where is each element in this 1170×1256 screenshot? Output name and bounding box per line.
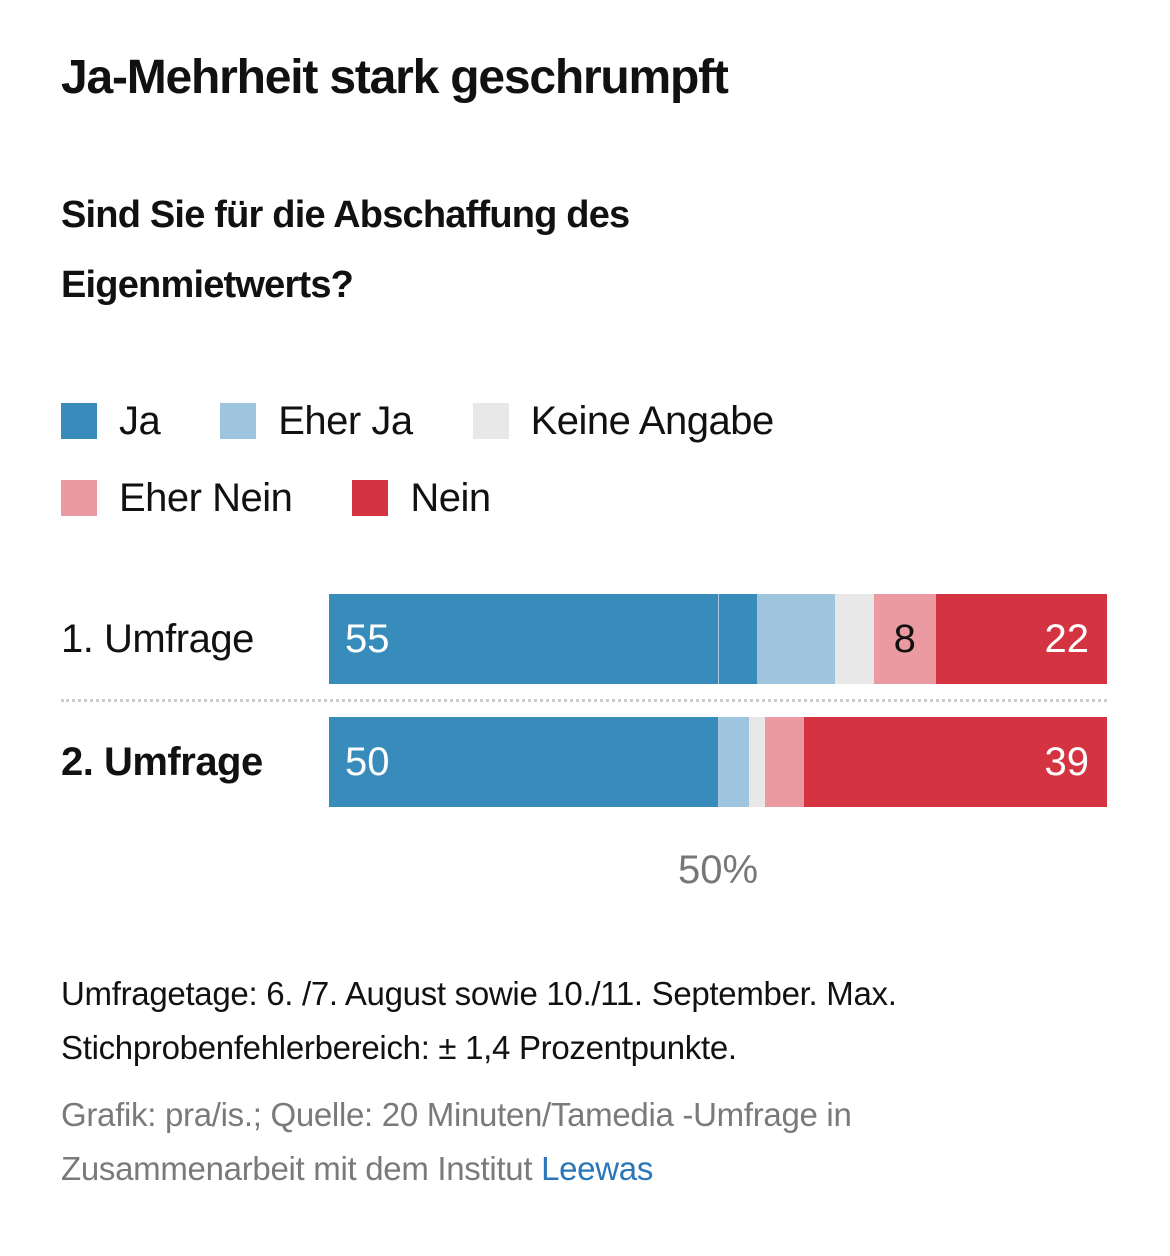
bar-segment-eher-ja: [718, 717, 750, 807]
bar-segment-ja: 50: [329, 717, 718, 807]
legend-item-nein: Nein: [352, 472, 491, 524]
bar-value-label: 8: [893, 617, 916, 661]
legend-item-keine-angabe: Keine Angabe: [472, 395, 775, 447]
bar-value-label: 39: [1044, 740, 1089, 784]
row-label-umfrage-1: 1. Umfrage: [61, 617, 254, 661]
reference-line-50: [718, 594, 719, 684]
bar-value-label: 55: [345, 617, 390, 661]
legend-label-ja: Ja: [119, 399, 161, 443]
bar-segment-eher-nein: [764, 717, 804, 807]
legend-item-ja: Ja: [61, 395, 161, 447]
chart-title: Ja-Mehrheit stark geschrumpft: [61, 51, 729, 104]
legend-label-eher-nein: Eher Nein: [119, 476, 293, 520]
legend-swatch-nein: [352, 480, 389, 516]
bar-segment-keine-angabe: [834, 594, 874, 684]
source-link-leewas[interactable]: Leewas: [541, 1150, 654, 1187]
bar-segment-keine-angabe: [749, 717, 765, 807]
legend-row: Ja Eher Ja Keine Angabe: [61, 395, 961, 447]
source-text: Grafik: pra/is.; Quelle: 20 Minuten/Tame…: [61, 1096, 852, 1187]
legend-swatch-eher-nein: [61, 480, 97, 516]
survey-note: Umfragetage: 6. /7. August sowie 10./11.…: [61, 975, 897, 1066]
legend-swatch-keine-angabe: [472, 403, 509, 439]
legend-item-eher-ja: Eher Ja: [220, 395, 413, 447]
chart-subtitle: Sind Sie für die Abschaffung des Eigenmi…: [61, 194, 630, 306]
bar-segment-eher-ja: [756, 594, 835, 684]
legend-item-eher-nein: Eher Nein: [61, 472, 293, 524]
row-divider: [61, 699, 1107, 702]
legend-swatch-eher-ja: [220, 403, 257, 439]
bar-segment-nein: 39: [803, 717, 1107, 807]
bar-value-label: 50: [345, 740, 390, 784]
legend-swatch-ja: [61, 403, 97, 439]
source-note: Grafik: pra/is.; Quelle: 20 Minuten/Tame…: [61, 1088, 1101, 1196]
bar-umfrage-2: 50 39: [329, 717, 1107, 807]
bar-segment-nein: 22: [935, 594, 1107, 684]
legend: Ja Eher Ja Keine Angabe Eher Nein Nein: [61, 395, 961, 549]
legend-row: Eher Nein Nein: [61, 472, 961, 524]
legend-label-eher-ja: Eher Ja: [278, 399, 413, 443]
legend-label-keine-angabe: Keine Angabe: [530, 399, 775, 443]
row-label-umfrage-2: 2. Umfrage: [61, 740, 263, 784]
bar-value-label: 22: [1044, 617, 1089, 661]
legend-label-nein: Nein: [410, 476, 491, 520]
bar-segment-ja: 55: [329, 594, 757, 684]
bar-segment-eher-nein: 8: [873, 594, 936, 684]
reference-line-label: 50%: [677, 848, 759, 892]
reference-line-50: [718, 717, 719, 807]
bar-umfrage-1: 55 8 22: [329, 594, 1107, 684]
